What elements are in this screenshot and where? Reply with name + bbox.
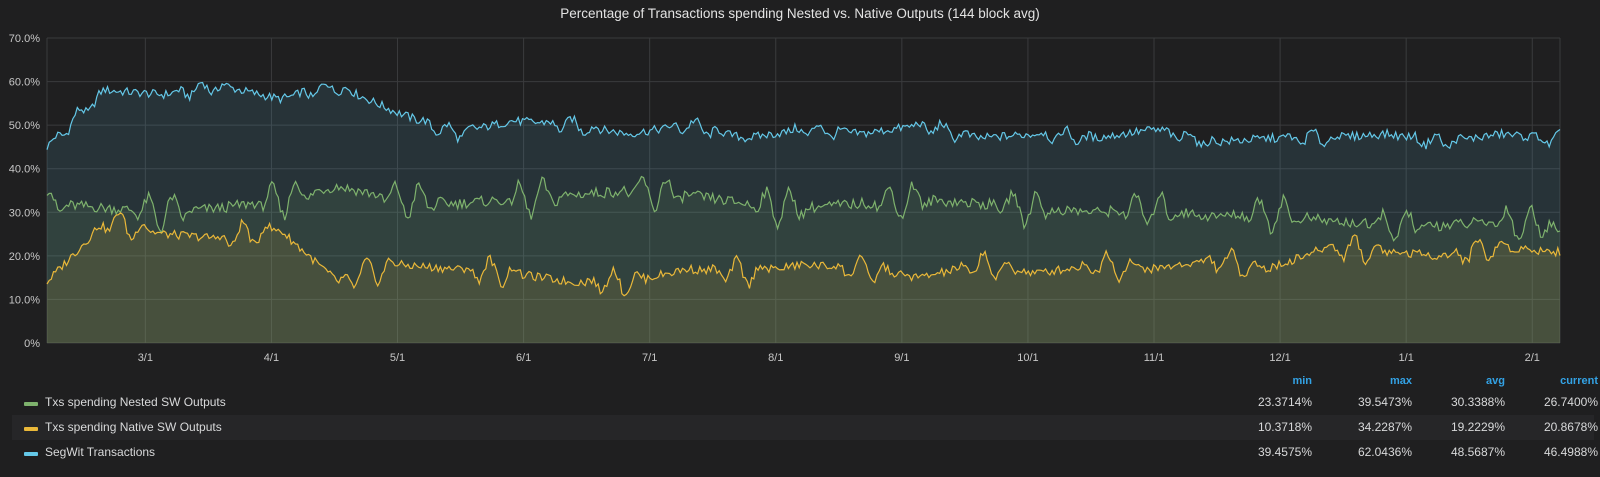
legend-header: min max avg current (12, 372, 1598, 390)
x-tick-label: 7/1 (642, 352, 657, 364)
x-tick-label: 10/1 (1017, 352, 1038, 364)
chart: 0% 10.0% 20.0% 30.0% 40.0% 50.0% 60.0% 70.0% 3/… (9, 33, 1561, 364)
x-tick-label: 1/1 (1399, 352, 1414, 364)
legend-avg: 30.3388% (1450, 395, 1505, 409)
y-tick-label: 40.0% (9, 164, 40, 176)
legend-swatch[interactable] (24, 402, 38, 406)
legend-min: 39.4575% (1257, 445, 1312, 459)
y-tick-label: 60.0% (9, 77, 40, 89)
series-line (46, 212, 1561, 297)
series-lines (46, 81, 1561, 297)
legend-table: min max avg current Txs spending Nested … (12, 372, 1598, 465)
legend-avg: 19.2229% (1450, 420, 1505, 434)
y-tick-label: 30.0% (9, 207, 40, 219)
y-tick-label: 10.0% (9, 294, 40, 306)
x-tick-label: 4/1 (264, 352, 279, 364)
legend-current: 46.4988% (1543, 445, 1598, 459)
x-tick-label: 6/1 (516, 352, 531, 364)
y-axis: 0% 10.0% 20.0% 30.0% 40.0% 50.0% 60.0% 70.0% (9, 33, 40, 350)
legend-row-nested[interactable]: Txs spending Nested SW Outputs 23.3714% … (12, 390, 1598, 415)
series-area (47, 212, 1560, 343)
series-area (47, 176, 1560, 343)
legend-series-name[interactable]: SegWit Transactions (45, 445, 156, 459)
x-axis: 3/1 4/1 5/1 6/1 7/1 8/1 9/1 10/1 11/1 12/1 1/1 2/1 (138, 352, 1540, 364)
header-avg[interactable]: avg (1486, 375, 1505, 387)
legend-swatch[interactable] (24, 427, 38, 431)
legend-series-name[interactable]: Txs spending Nested SW Outputs (45, 395, 226, 409)
legend-series-name[interactable]: Txs spending Native SW Outputs (45, 420, 222, 434)
series-line (46, 81, 1561, 150)
legend-max: 39.5473% (1357, 395, 1412, 409)
x-tick-label: 8/1 (768, 352, 783, 364)
y-tick-label: 70.0% (9, 33, 40, 45)
legend-row-native[interactable]: Txs spending Native SW Outputs 10.3718% … (12, 415, 1598, 440)
y-tick-label: 0% (24, 338, 40, 350)
legend-min: 10.3718% (1257, 420, 1312, 434)
legend-row-segwit[interactable]: SegWit Transactions 39.4575% 62.0436% 48… (12, 440, 1598, 465)
legend-current: 20.8678% (1543, 420, 1598, 434)
x-tick-label: 3/1 (138, 352, 153, 364)
y-tick-label: 20.0% (9, 251, 40, 263)
y-tick-label: 50.0% (9, 120, 40, 132)
series-areas (47, 82, 1560, 343)
grid (46, 37, 1561, 344)
legend-min: 23.3714% (1257, 395, 1312, 409)
legend-current: 26.7400% (1543, 395, 1598, 409)
x-tick-label: 12/1 (1269, 352, 1290, 364)
x-tick-label: 2/1 (1525, 352, 1540, 364)
legend-avg: 48.5687% (1450, 445, 1505, 459)
legend-swatch[interactable] (24, 452, 38, 456)
x-tick-label: 9/1 (894, 352, 909, 364)
series-line (46, 175, 1561, 242)
x-tick-label: 5/1 (390, 352, 405, 364)
series-area (47, 82, 1560, 343)
header-min[interactable]: min (1292, 375, 1312, 387)
legend-max: 34.2287% (1357, 420, 1412, 434)
legend-max: 62.0436% (1357, 445, 1412, 459)
header-max[interactable]: max (1389, 375, 1412, 387)
chart-title: Percentage of Transactions spending Nest… (560, 6, 1040, 21)
x-tick-label: 11/1 (1144, 352, 1165, 364)
header-current[interactable]: current (1560, 375, 1598, 387)
